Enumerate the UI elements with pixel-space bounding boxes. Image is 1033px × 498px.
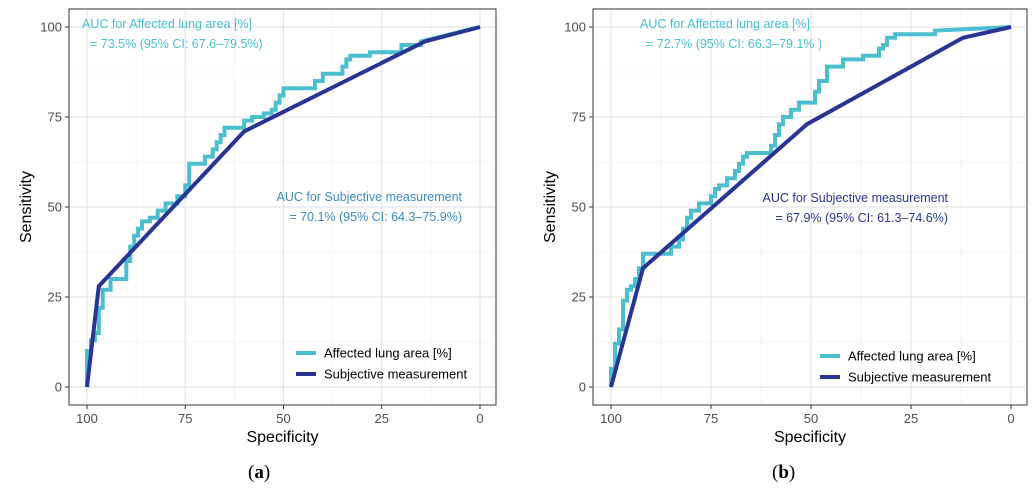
chart-a-legend-label: Subjective measurement [324, 367, 467, 382]
chart-b-x-tick-label: 0 [1007, 411, 1014, 426]
chart-a-y-tick-label: 25 [48, 290, 62, 305]
chart-b-x-tick-label: 75 [704, 411, 718, 426]
chart-b-legend-label: Subjective measurement [848, 370, 991, 385]
chart-a-y-tick-label: 50 [48, 200, 62, 215]
chart-b-y-axis-label: Sensitivity [542, 171, 559, 243]
chart-a-y-tick-label: 0 [55, 380, 62, 395]
chart-a-grid [70, 10, 495, 404]
panel-label-a: (a) [248, 462, 271, 483]
chart-a-series-line-affected-lung-area [85, 25, 481, 387]
chart-a-y-tick-label: 75 [48, 110, 62, 125]
chart-b-y-tick-label: 0 [579, 380, 586, 395]
chart-b-y-tick-label: 100 [564, 20, 586, 35]
chart-b-series-line-affected-lung-area [609, 25, 1012, 387]
chart-b-auc-annotation-line: = 67.9% (95% CI: 61.3–74.6%) [775, 211, 948, 225]
chart-b-auc-annotation-subjective-measurement: AUC for Subjective measurement = 67.9% (9… [763, 191, 949, 225]
chart-a-legend-label: Affected lung area [%] [324, 346, 452, 361]
chart-a-auc-annotation-affected-lung-area: AUC for Affected lung area [%] = 73.5% (9… [82, 17, 263, 51]
chart-a-x-tick-label: 100 [76, 411, 98, 426]
chart-b-auc-annotation-line: AUC for Affected lung area [%] [640, 17, 810, 31]
chart-b-y-tick-label: 50 [572, 200, 586, 215]
chart-b-x-axis-label: Specificity [774, 429, 846, 446]
chart-b-svg: 100 75 50 25 0 0 25 50 75 100 Specificity Sensitivi… [542, 8, 1028, 446]
chart-b-series-line-subjective-measurement [609, 25, 1012, 388]
chart-a-x-axis-label: Specificity [246, 429, 318, 446]
chart-a-auc-annotation-line: = 70.1% (95% CI: 64.3–75.9%) [289, 210, 462, 224]
chart-a-x-tick-label: 0 [476, 411, 483, 426]
chart-panel-a: 100 75 50 25 0 0 25 50 75 100 Specificity Sensitivi… [0, 0, 505, 498]
chart-b-auc-annotation-line: AUC for Subjective measurement [763, 191, 949, 205]
chart-b-x-tick-label: 50 [804, 411, 818, 426]
chart-b-y-tick-label: 75 [572, 110, 586, 125]
chart-a-svg: 100 75 50 25 0 0 25 50 75 100 Specificity Sensitivi… [18, 8, 497, 446]
chart-b-x-tick-label: 100 [600, 411, 622, 426]
chart-a-auc-annotation-line: AUC for Affected lung area [%] [82, 17, 252, 31]
chart-a-x-tick-label: 50 [276, 411, 290, 426]
chart-b-auc-annotation-affected-lung-area: AUC for Affected lung area [%] = 72.7% (9… [640, 17, 822, 51]
chart-a-series-line-subjective-measurement [85, 25, 481, 388]
chart-a-x-tick-label: 25 [375, 411, 389, 426]
chart-a-x-tick-label: 75 [178, 411, 192, 426]
chart-a-y-tick-label: 100 [40, 20, 62, 35]
chart-b-y-tick-label: 25 [572, 290, 586, 305]
chart-a-auc-annotation-line: AUC for Subjective measurement [277, 190, 463, 204]
chart-b-x-tick-label: 25 [904, 411, 918, 426]
chart-a-auc-annotation-line: = 73.5% (95% CI: 67.6–79.5%) [90, 37, 263, 51]
chart-a-legend: Affected lung area [%] Subjective measure… [296, 346, 467, 382]
panel-letter-b: b [778, 462, 789, 483]
chart-panel-b: 100 75 50 25 0 0 25 50 75 100 Specificity Sensitivi… [520, 0, 1033, 498]
chart-a-y-axis-label: Sensitivity [18, 171, 35, 243]
panel-letter-a: a [254, 462, 264, 483]
chart-b-auc-annotation-line: = 72.7% (95% CI: 66.3–79.1% ) [646, 37, 822, 51]
chart-b-legend-label: Affected lung area [%] [848, 349, 976, 364]
chart-b-legend: Affected lung area [%] Subjective measure… [820, 349, 991, 385]
chart-a-auc-annotation-subjective-measurement: AUC for Subjective measurement = 70.1% (9… [277, 190, 463, 224]
panel-label-b: (b) [772, 462, 796, 483]
